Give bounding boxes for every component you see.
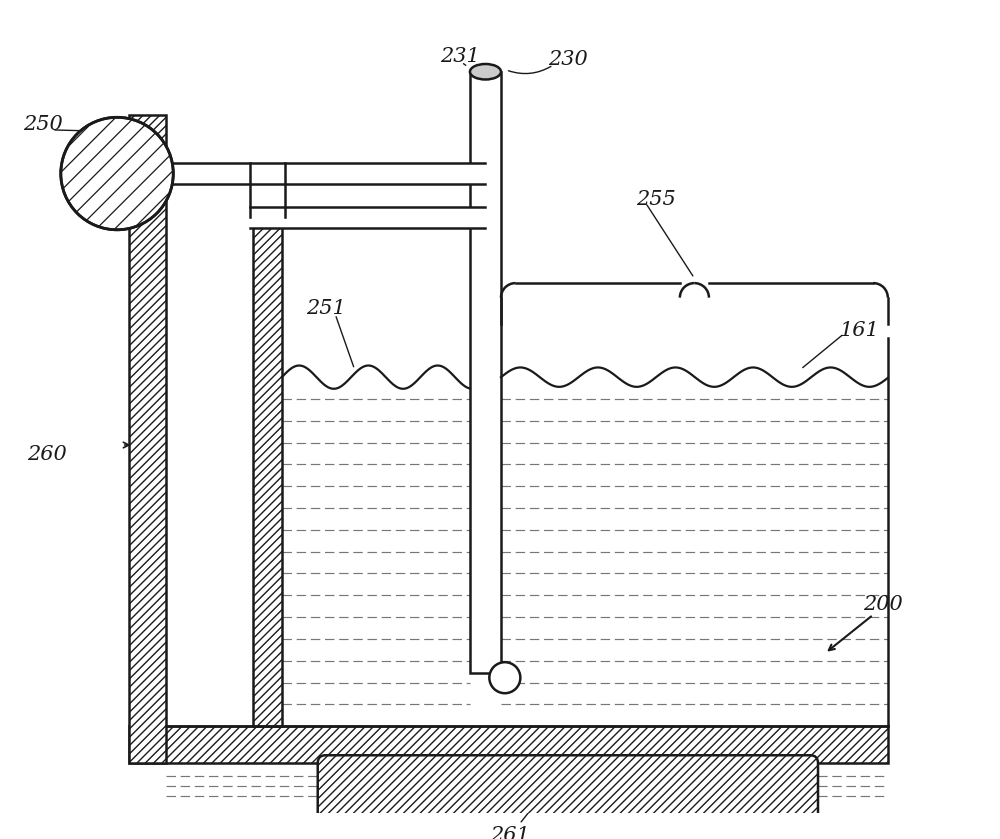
Text: 231: 231 — [440, 47, 480, 66]
Bar — [166, 763, 888, 806]
Text: 261: 261 — [490, 826, 530, 839]
Bar — [282, 378, 470, 727]
Text: 260: 260 — [27, 445, 67, 464]
Bar — [253, 217, 282, 727]
Polygon shape — [173, 163, 485, 185]
Bar — [129, 727, 888, 763]
Circle shape — [61, 117, 173, 230]
Polygon shape — [250, 206, 485, 228]
Text: 230: 230 — [548, 50, 588, 69]
Text: 255: 255 — [636, 190, 675, 209]
Circle shape — [489, 662, 520, 693]
Bar — [470, 72, 501, 673]
Polygon shape — [247, 185, 287, 217]
Bar — [501, 378, 888, 727]
FancyBboxPatch shape — [318, 755, 818, 827]
Text: 251: 251 — [306, 300, 346, 318]
Text: 161: 161 — [839, 321, 879, 341]
Bar — [129, 116, 166, 763]
Text: 200: 200 — [864, 595, 903, 614]
Ellipse shape — [470, 64, 501, 80]
Text: 250: 250 — [23, 115, 63, 134]
